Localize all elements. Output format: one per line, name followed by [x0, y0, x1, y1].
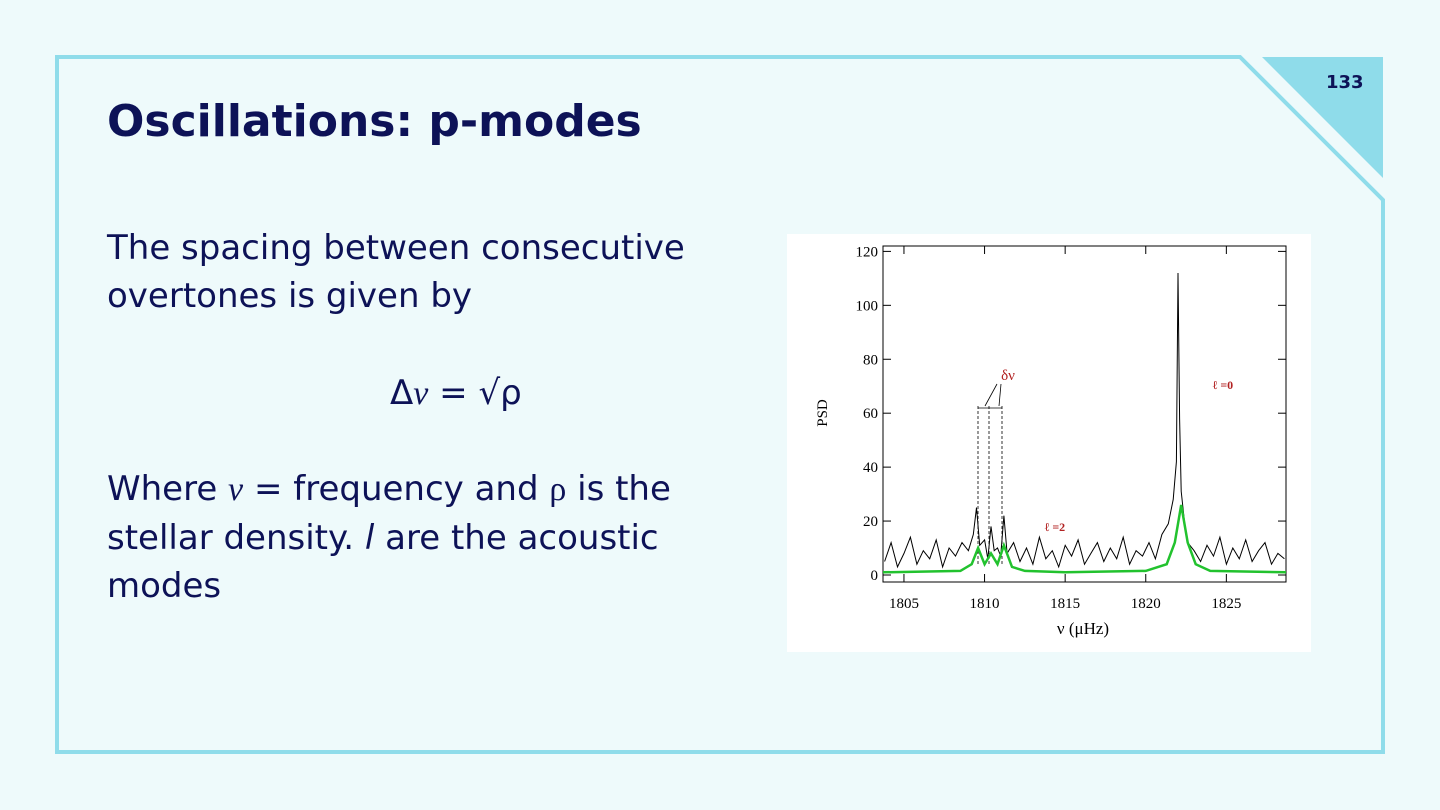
plot-frame [882, 245, 1287, 583]
y-axis-label: PSD [815, 399, 831, 427]
y-tick-label: 40 [863, 460, 878, 476]
y-tick-label: 80 [863, 352, 878, 368]
slide-border [55, 55, 1385, 754]
text: ν [228, 471, 244, 508]
y-tick-label: 0 [871, 568, 879, 584]
text: = frequency and [243, 469, 550, 509]
text: ρ [549, 471, 567, 508]
x-tick-label: 1820 [1131, 596, 1161, 612]
fit-line [882, 504, 1287, 574]
y-tick-label: 60 [863, 406, 878, 422]
spectrum-line [884, 272, 1285, 569]
text-line: The spacing between consecutive [107, 228, 685, 268]
x-tick-label: 1815 [1050, 596, 1080, 612]
text-line: overtones is given by [107, 276, 473, 316]
x-axis-label: ν (μHz) [1057, 619, 1109, 638]
text-line: Where ν = frequency and ρ is the [107, 465, 671, 514]
y-tick-label: 20 [863, 514, 878, 530]
formula: Δν = √ρ [390, 369, 522, 418]
formula-part: Δ [390, 373, 414, 413]
text: are the acoustic [374, 518, 659, 558]
x-tick-label: 1805 [889, 596, 919, 612]
text-line: modes [107, 566, 222, 606]
page-number: 133 [1326, 72, 1364, 93]
annotation: ℓ =0 [1212, 378, 1233, 392]
title: Oscillations: p-modes [107, 96, 642, 147]
corner-triangle [1262, 57, 1383, 178]
text: Where [107, 469, 229, 509]
spacing-arrows [978, 383, 1002, 409]
figure: PSD ν (μHz) δν ℓ =0 ℓ =2 0 20 40 60 80 100 120… [787, 234, 1311, 652]
formula-part: ν [413, 375, 429, 412]
text: is the [566, 469, 671, 509]
y-tick-label: 100 [856, 298, 879, 314]
annotation: δν [1001, 368, 1015, 384]
y-tick-label: 120 [856, 244, 879, 260]
text: stellar density. [107, 518, 365, 558]
paragraph: The spacing between consecutive overtone… [107, 224, 685, 320]
formula-part: = √ρ [428, 373, 522, 413]
annotation: ℓ =2 [1044, 520, 1065, 534]
x-tick-label: 1825 [1211, 596, 1241, 612]
text: l [364, 518, 375, 558]
x-tick-label: 1810 [970, 596, 1000, 612]
text-line: stellar density. l are the acoustic [107, 514, 671, 562]
paragraph: Where ν = frequency and ρ is the stellar… [107, 465, 671, 610]
